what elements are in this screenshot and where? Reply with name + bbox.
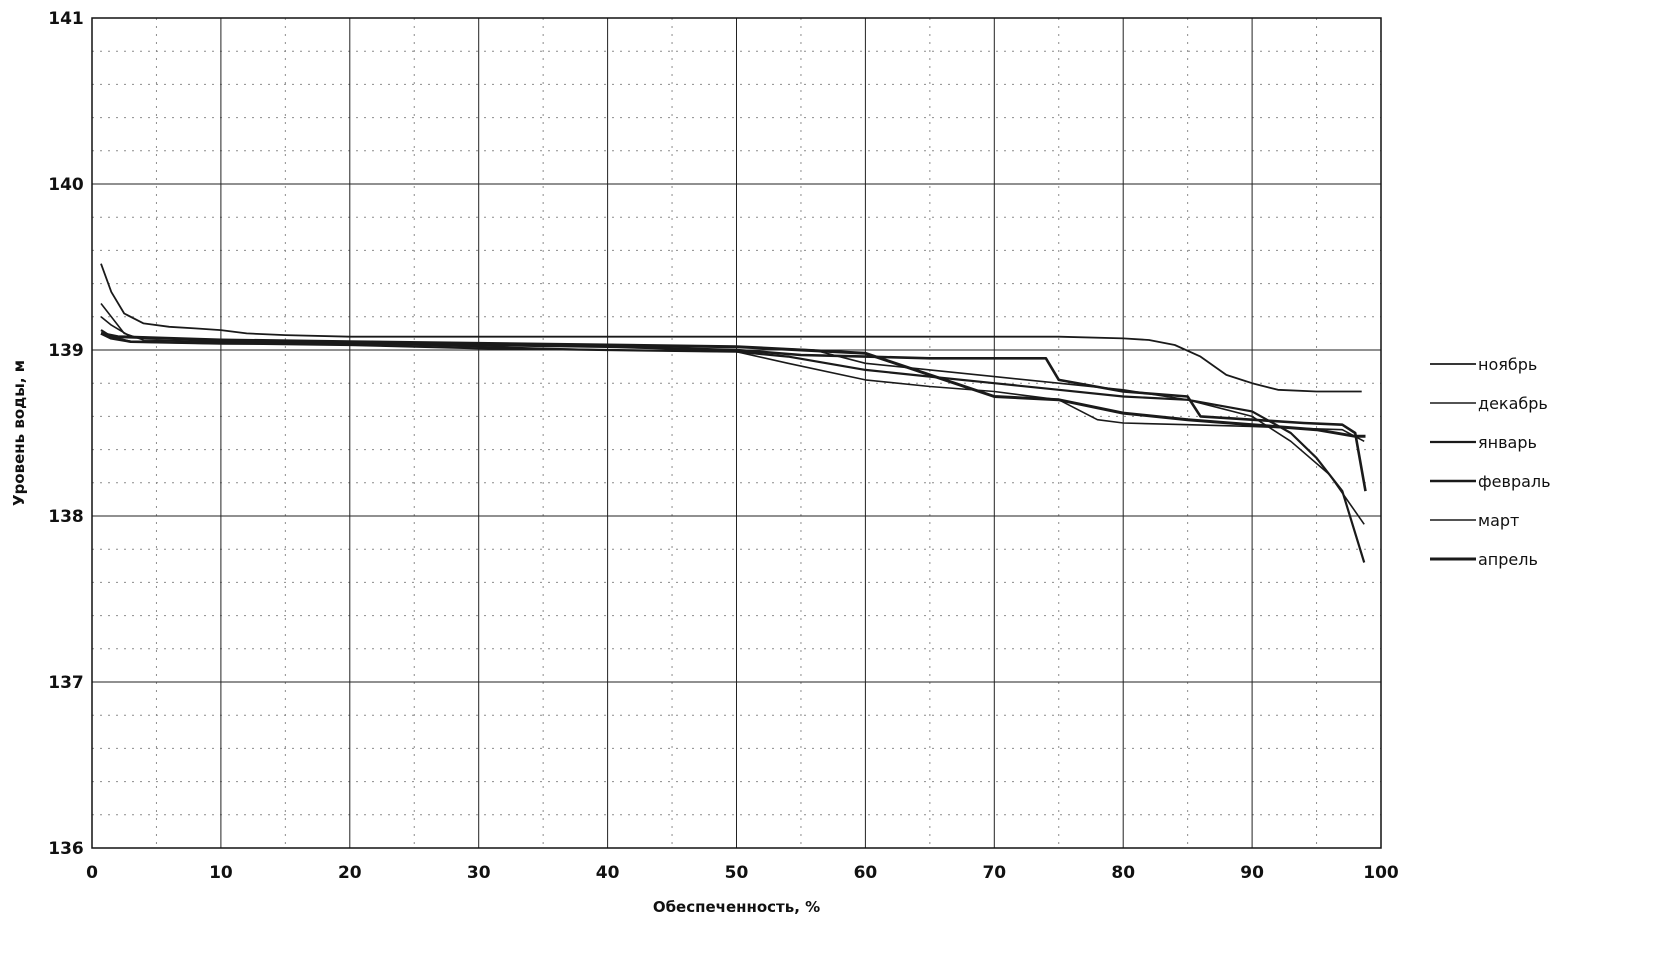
series-lines bbox=[100, 263, 1367, 563]
grid bbox=[91, 17, 1382, 849]
y-tick-label: 136 bbox=[48, 839, 84, 859]
x-axis-title: Обеспеченность, % bbox=[653, 898, 820, 916]
legend-label: январь bbox=[1478, 433, 1537, 452]
y-axis-title: Уровень воды, м bbox=[10, 360, 28, 506]
series-line-1 bbox=[100, 263, 1362, 393]
y-tick-label: 140 bbox=[48, 175, 84, 195]
tick-labels: 0 10 20 30 40 50 60 70 80 90 100 136 137 138 139 140 141 bbox=[48, 9, 1399, 883]
x-tick-label: 20 bbox=[338, 863, 362, 883]
y-tick-label: 138 bbox=[48, 507, 84, 527]
x-tick-label: 40 bbox=[596, 863, 620, 883]
series-line-4 bbox=[100, 332, 1367, 492]
series-line-3 bbox=[100, 329, 1366, 563]
legend-label: декабрь bbox=[1478, 394, 1548, 413]
series-line-6 bbox=[100, 331, 1366, 438]
legend-label: март bbox=[1478, 511, 1519, 530]
legend: ноябрь декабрь январь февраль март апрель bbox=[1430, 355, 1551, 569]
y-tick-label: 137 bbox=[48, 673, 84, 693]
x-tick-label: 50 bbox=[725, 863, 749, 883]
series-line-5 bbox=[100, 303, 1365, 443]
x-tick-label: 30 bbox=[467, 863, 491, 883]
x-tick-label: 70 bbox=[982, 863, 1006, 883]
plot-area-border bbox=[91, 17, 1382, 849]
x-tick-label: 0 bbox=[86, 863, 98, 883]
legend-label: апрель bbox=[1478, 550, 1538, 569]
legend-label: ноябрь bbox=[1478, 355, 1537, 374]
x-tick-label: 10 bbox=[209, 863, 233, 883]
y-tick-label: 141 bbox=[48, 9, 84, 29]
legend-label: февраль bbox=[1478, 472, 1551, 491]
x-tick-label: 90 bbox=[1240, 863, 1264, 883]
x-tick-label: 100 bbox=[1363, 863, 1399, 883]
y-tick-label: 139 bbox=[48, 341, 84, 361]
x-tick-label: 60 bbox=[854, 863, 878, 883]
x-tick-label: 80 bbox=[1111, 863, 1135, 883]
